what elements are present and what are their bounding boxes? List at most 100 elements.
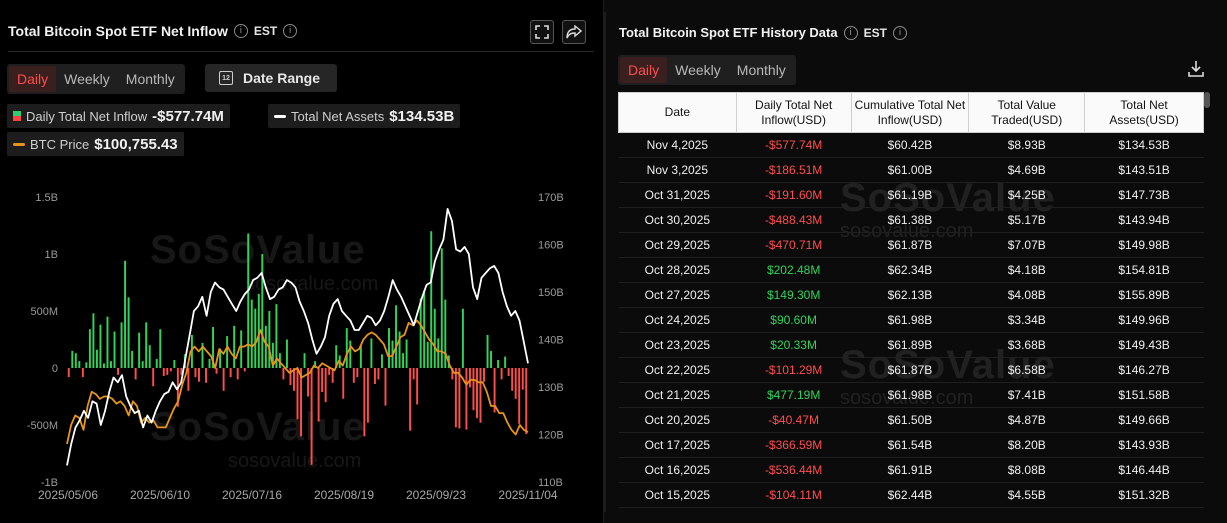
inflow-bar bbox=[247, 233, 250, 368]
y-left-tick-label: -500M bbox=[27, 420, 58, 432]
table-row[interactable]: Oct 23,2025 $20.33M $61.89B $3.68B $149.43B bbox=[618, 332, 1204, 358]
table-cell: $147.73B bbox=[1084, 182, 1204, 208]
inflow-bar bbox=[486, 334, 489, 368]
x-tick-label: 2025/09/23 bbox=[406, 488, 466, 502]
column-header[interactable]: Date bbox=[618, 92, 737, 133]
inflow-bar bbox=[402, 353, 405, 368]
inflow-bar bbox=[95, 349, 98, 368]
legend-btc[interactable]: BTC Price $100,755.43 bbox=[7, 132, 184, 156]
table-cell: $62.13B bbox=[851, 282, 969, 308]
inflow-bar bbox=[180, 368, 183, 375]
table-cell: $4.69B bbox=[968, 157, 1085, 183]
inflow-bar bbox=[416, 368, 419, 405]
inflow-bar bbox=[433, 308, 436, 368]
table-row[interactable]: Oct 31,2025 -$191.60M $61.19B $4.25B $147.73… bbox=[618, 182, 1204, 208]
inflow-bar bbox=[81, 368, 84, 378]
tab-daily[interactable]: Daily bbox=[9, 66, 57, 92]
info-icon[interactable]: i bbox=[283, 24, 298, 38]
inflow-bar bbox=[359, 345, 362, 368]
table-row[interactable]: Oct 28,2025 $202.48M $62.34B $4.18B $154.81B bbox=[618, 257, 1204, 283]
tab-weekly[interactable]: Weekly bbox=[64, 71, 110, 87]
legend-inflow[interactable]: Daily Total Net Inflow -$577.74M bbox=[7, 104, 230, 128]
inflow-bar bbox=[229, 368, 232, 378]
panel-title: Total Bitcoin Spot ETF Net Inflow bbox=[8, 23, 228, 39]
inflow-bar bbox=[468, 368, 471, 388]
history-header: Total Bitcoin Spot ETF History Data i ES… bbox=[619, 25, 907, 40]
inflow-bar bbox=[173, 360, 176, 368]
y-left-tick-label: 1B bbox=[45, 249, 58, 261]
table-cell: $143.93B bbox=[1084, 432, 1204, 458]
history-table-container[interactable]: Date Daily Total Net Inflow(USD) Cumulat… bbox=[618, 92, 1204, 512]
table-cell: $90.60M bbox=[736, 307, 852, 333]
table-row[interactable]: Oct 20,2025 -$40.47M $61.50B $4.87B $149.66B bbox=[618, 407, 1204, 433]
table-cell: Oct 23,2025 bbox=[618, 332, 737, 358]
share-icon[interactable] bbox=[562, 20, 586, 44]
table-cell: $5.17B bbox=[968, 207, 1085, 233]
table-scrollbar[interactable] bbox=[1204, 92, 1210, 108]
inflow-bar bbox=[162, 368, 165, 376]
column-header[interactable]: Cumulative Total Net Inflow(USD) bbox=[850, 92, 970, 133]
table-cell: Oct 27,2025 bbox=[618, 282, 737, 308]
history-timezone: EST bbox=[863, 25, 887, 40]
inflow-bar bbox=[169, 368, 172, 372]
inflow-bar bbox=[106, 316, 109, 368]
column-header[interactable]: Total Value Traded(USD) bbox=[968, 92, 1086, 133]
inflow-bar bbox=[310, 368, 313, 465]
table-row[interactable]: Oct 22,2025 -$101.29M $61.87B $6.58B $146.27… bbox=[618, 357, 1204, 383]
info-icon[interactable]: i bbox=[233, 24, 248, 38]
inflow-bar bbox=[370, 338, 373, 368]
table-cell: Oct 22,2025 bbox=[618, 357, 737, 383]
y-right-tick-label: 110B bbox=[538, 477, 563, 489]
table-row[interactable]: Nov 4,2025 -$577.74M $60.42B $8.93B $134.53B bbox=[618, 132, 1204, 158]
inflow-bar bbox=[226, 336, 229, 368]
table-row[interactable]: Oct 15,2025 -$104.11M $62.44B $4.55B $151.32… bbox=[618, 482, 1204, 508]
table-cell: $149.43B bbox=[1084, 332, 1204, 358]
download-icon[interactable] bbox=[1187, 60, 1205, 83]
x-tick-label: 2025/06/10 bbox=[130, 488, 190, 502]
x-tick-label: 2025/11/04 bbox=[498, 488, 557, 502]
info-icon[interactable]: i bbox=[892, 25, 907, 40]
inflow-bar bbox=[187, 368, 190, 391]
inflow-bar bbox=[451, 368, 454, 380]
date-range-button[interactable]: 12 Date Range bbox=[205, 64, 337, 92]
inflow-bar bbox=[412, 368, 415, 380]
table-row[interactable]: Oct 17,2025 -$366.59M $61.54B $8.20B $143.93… bbox=[618, 432, 1204, 458]
table-row[interactable]: Oct 16,2025 -$536.44M $61.91B $8.08B $146.44… bbox=[618, 457, 1204, 483]
table-cell: Oct 30,2025 bbox=[618, 207, 737, 233]
table-cell: $146.44B bbox=[1084, 457, 1204, 483]
table-cell: $151.58B bbox=[1084, 382, 1204, 408]
table-cell: -$191.60M bbox=[736, 182, 852, 208]
inflow-bar bbox=[201, 342, 204, 368]
column-header[interactable]: Daily Total Net Inflow(USD) bbox=[735, 92, 852, 133]
net-inflow-chart[interactable]: 1.5B 1B 500M 0 -500M -1B 170B 160B 150B 140B 130B 1… bbox=[0, 0, 604, 523]
tab-monthly[interactable]: Monthly bbox=[736, 62, 786, 78]
table-cell: $61.54B bbox=[851, 432, 969, 458]
table-cell: $61.50B bbox=[851, 407, 969, 433]
table-row[interactable]: Oct 30,2025 -$488.43M $61.38B $5.17B $143.94… bbox=[618, 207, 1204, 233]
table-cell: $4.18B bbox=[968, 257, 1085, 283]
table-cell: $61.38B bbox=[851, 207, 969, 233]
inflow-bar bbox=[419, 298, 422, 368]
inflow-bar bbox=[250, 299, 253, 368]
tab-monthly[interactable]: Monthly bbox=[125, 71, 175, 87]
table-row[interactable]: Oct 29,2025 -$470.71M $61.87B $7.07B $149.98… bbox=[618, 232, 1204, 258]
table-row[interactable]: Nov 3,2025 -$186.51M $61.00B $4.69B $143.51B bbox=[618, 157, 1204, 183]
inflow-bar bbox=[113, 331, 116, 368]
table-cell: $60.42B bbox=[851, 132, 969, 158]
expand-icon[interactable] bbox=[530, 20, 554, 44]
y-right-tick-label: 160B bbox=[538, 240, 564, 252]
column-header[interactable]: Total Net Assets(USD) bbox=[1084, 92, 1204, 133]
table-row[interactable]: Oct 21,2025 $477.19M $61.98B $7.41B $151.58B bbox=[618, 382, 1204, 408]
inflow-bar bbox=[317, 368, 320, 422]
inflow-bar bbox=[388, 328, 390, 368]
table-cell: Oct 29,2025 bbox=[618, 232, 737, 258]
tab-daily[interactable]: Daily bbox=[620, 57, 668, 83]
inflow-bar bbox=[430, 231, 433, 368]
tab-weekly[interactable]: Weekly bbox=[675, 62, 721, 78]
table-cell: $149.98B bbox=[1084, 232, 1204, 258]
table-row[interactable]: Oct 24,2025 $90.60M $61.98B $3.34B $149.96B bbox=[618, 307, 1204, 333]
table-row[interactable]: Oct 27,2025 $149.30M $62.13B $4.08B $155.89B bbox=[618, 282, 1204, 308]
inflow-bar bbox=[102, 363, 105, 368]
legend-assets[interactable]: Total Net Assets $134.53B bbox=[268, 104, 461, 128]
info-icon[interactable]: i bbox=[843, 25, 858, 40]
